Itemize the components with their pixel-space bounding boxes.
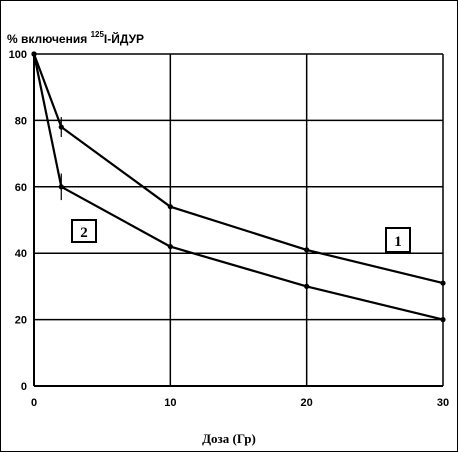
data-point <box>440 317 446 323</box>
series-line-1 <box>32 53 444 285</box>
axes <box>33 54 443 387</box>
y-tick-label: 60 <box>15 182 27 194</box>
data-point <box>440 280 446 286</box>
x-tick-label: 30 <box>437 397 449 409</box>
x-tick-label: 20 <box>301 397 313 409</box>
series-label-2: 2 <box>80 225 88 241</box>
series-label-box-2: 2 <box>71 219 97 243</box>
data-point <box>31 51 37 57</box>
series-label-1: 1 <box>394 234 402 250</box>
data-point <box>167 243 173 250</box>
y-tick-label: 80 <box>15 115 27 127</box>
grid <box>34 53 444 386</box>
y-tick-label: 100 <box>9 49 27 61</box>
y-tick-label: 20 <box>15 315 27 327</box>
tick-labels: 0 20 40 60 80 100 0 10 20 30 <box>9 49 449 409</box>
x-tick-label: 0 <box>31 397 37 409</box>
x-tick-label: 10 <box>164 397 176 409</box>
series-group <box>31 51 446 323</box>
y-tick-label: 0 <box>21 381 27 393</box>
data-point <box>167 204 173 210</box>
y-tick-label: 40 <box>15 248 27 260</box>
series-label-box-1: 1 <box>385 227 411 253</box>
y-axis-label: % включения 125I-ЙДУР <box>7 30 144 46</box>
x-axis-label: Доза (Гр) <box>202 431 256 446</box>
